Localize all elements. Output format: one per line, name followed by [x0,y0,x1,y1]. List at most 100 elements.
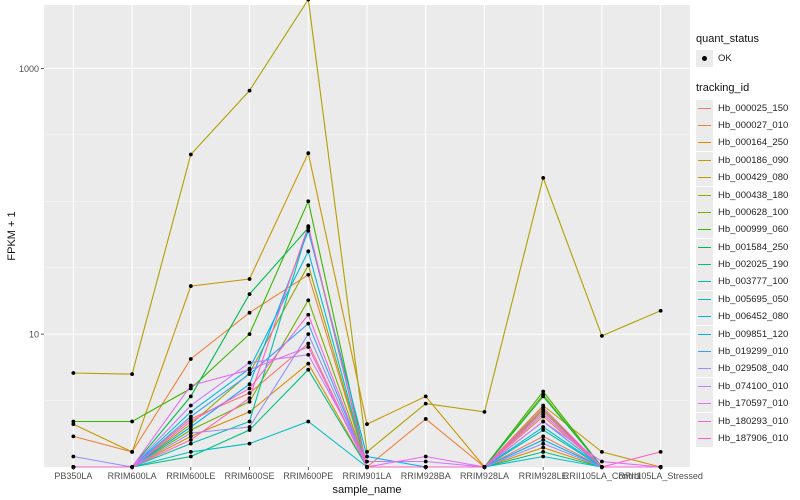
data-point [71,422,76,427]
data-point [541,409,546,414]
x-axis-label: sample_name [332,484,401,496]
data-point [541,437,546,442]
x-tick-label: RRIM600SE [225,471,275,481]
data-point [188,409,193,414]
data-point [541,425,546,429]
series-legend-label: Hb_000164_250 [718,137,789,149]
data-point [306,0,311,2]
data-point [188,449,193,454]
data-point [365,422,369,427]
series-legend-key [696,238,713,256]
data-point [541,419,546,424]
x-axis: PB350LA RRIM600LA RRIM600LE RRIM600SE RRIM60… [54,467,703,481]
series-legend-key [696,256,713,274]
y-tick-label: 1000 [19,64,39,74]
y-axis: 10 1000 [19,64,44,340]
data-point [130,449,134,454]
x-tick-label: PB350LA [54,471,92,481]
data-point [247,88,252,93]
series-legend-label: Hb_005695_050 [718,293,789,305]
data-point [306,352,311,357]
point-legend-key [696,50,713,68]
data-point [306,321,311,326]
data-point [306,361,311,366]
x-tick-label: RRIM901LA [342,471,391,481]
data-point [423,401,428,406]
series-legend-label: Hb_019299_010 [718,346,789,358]
series-legend-key [696,99,713,117]
data-point [247,367,252,372]
data-point [247,425,252,429]
series-legend-label: Hb_009851_120 [718,328,789,340]
series-legend-label: Hb_006452_080 [718,311,789,323]
series-legend-label: Hb_187906_010 [718,433,789,444]
data-point [247,310,252,315]
series-legend-item: Hb_000999_060 [696,221,796,239]
series-legend-item: Hb_005695_050 [696,290,796,308]
data-point [658,449,663,454]
data-point [188,386,193,391]
data-point [188,152,193,157]
data-point [130,372,134,377]
data-point [188,419,193,424]
data-point [306,228,311,233]
data-point [71,419,76,424]
data-point [306,224,311,229]
x-tick-label: RRIM928LA [460,471,509,481]
series-legend-item: Hb_001584_250 [696,238,796,256]
series-legend-item: Hb_000438_180 [696,186,796,204]
data-point [306,249,311,254]
data-point [541,428,546,432]
series-legend-key [696,273,713,291]
series-legend-title: tracking_id [696,82,750,95]
series-legend-item: Hb_000628_100 [696,203,796,221]
data-point [130,419,134,424]
series-legend-label: Hb_000429_080 [718,172,789,184]
data-point [600,449,604,454]
x-tick-label: RRIM600PE [283,471,333,481]
data-point [600,459,604,464]
data-point [188,284,193,288]
data-point [365,454,369,459]
data-point [188,394,193,399]
data-point [188,403,193,408]
x-tick-label: RRIM600LE [166,471,215,481]
series-legend-key [696,290,713,308]
data-point [306,312,311,317]
data-point [658,308,663,313]
x-tick-label: RRIM928BA [401,471,451,481]
series-legend-key [696,412,713,430]
data-point [306,151,311,156]
series-legend-item: Hb_009851_120 [696,325,796,343]
data-point [306,298,311,303]
data-point [541,389,546,394]
data-point [482,409,487,414]
series-legend-key [696,116,713,134]
series-legend-item: Hb_006452_080 [696,308,796,326]
x-tick-label: RRIM600LA [108,471,157,481]
series-legend-label: Hb_000628_100 [718,206,789,218]
series-legend-key [696,430,713,447]
x-tick-label: RRII105LA_Control [563,471,641,481]
data-point [188,428,193,432]
series-legend-label: Hb_002025_190 [718,259,789,271]
data-point [306,367,311,372]
data-point [306,272,311,277]
data-point [247,419,252,424]
data-point [423,459,428,464]
data-point [247,428,252,432]
point-legend-label: OK [718,53,732,65]
data-point [247,382,252,387]
data-point [365,449,369,454]
data-point [188,441,193,446]
data-point [306,341,311,346]
data-point [247,292,252,297]
data-point [247,409,252,414]
data-point [541,441,546,446]
series-legend-key [696,377,713,395]
series-legend-item: Hb_019299_010 [696,343,796,361]
data-point [423,417,428,421]
data-point [541,449,546,454]
series-legend-key [696,395,713,413]
data-point [306,199,311,204]
